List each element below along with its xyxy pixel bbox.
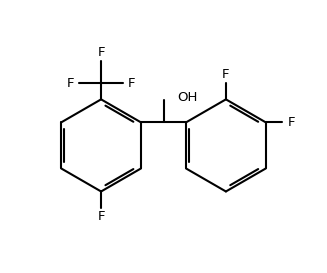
Text: F: F [67, 76, 74, 90]
Text: F: F [97, 46, 105, 59]
Text: F: F [97, 210, 105, 223]
Text: OH: OH [177, 91, 197, 104]
Text: F: F [222, 68, 230, 81]
Text: F: F [288, 116, 295, 129]
Text: F: F [128, 76, 135, 90]
